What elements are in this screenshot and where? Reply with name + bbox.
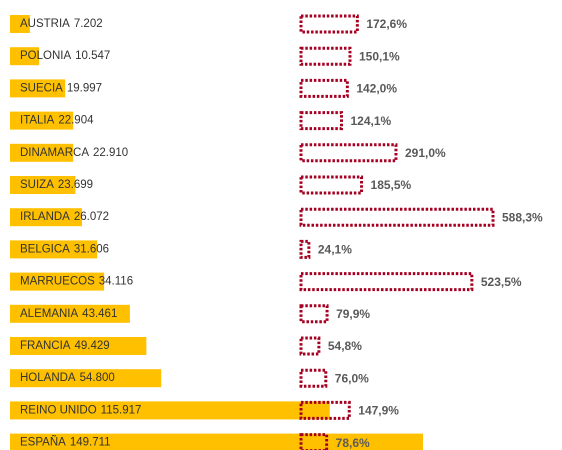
- category-label: ESPAÑA: [20, 436, 66, 449]
- percent-bar: [299, 304, 329, 324]
- category-label: AUSTRIA: [20, 18, 70, 30]
- percent-bar: [299, 143, 398, 163]
- category-label: DINAMARCA: [20, 147, 89, 159]
- bar-label: POLONIA 10.547: [20, 50, 110, 62]
- category-label: MARRUECOS: [20, 276, 95, 288]
- percent-label: 150,1%: [359, 49, 400, 63]
- percent-label: 172,6%: [366, 17, 407, 31]
- bar-label: SUECIA 19.997: [20, 82, 102, 94]
- percent-bar: [299, 239, 311, 259]
- bar: [10, 143, 74, 162]
- percent-bar: [299, 111, 344, 131]
- value-label: 22.904: [58, 115, 94, 127]
- percent-label: 54,8%: [328, 339, 362, 353]
- percent-bar: [299, 14, 359, 34]
- value-label: 7.202: [74, 18, 103, 30]
- bar: [10, 304, 130, 323]
- percent-bar: [299, 433, 329, 450]
- percent-label: 78,6%: [336, 436, 370, 450]
- bar: [10, 79, 66, 98]
- percent-bar: [299, 336, 321, 356]
- bar-label: SUIZA 23.699: [20, 179, 93, 191]
- value-label: 54.800: [80, 372, 115, 384]
- category-label: POLONIA: [20, 50, 71, 62]
- bar: [10, 176, 76, 194]
- bar-label: ESPAÑA 149.711: [20, 436, 111, 449]
- bar: [10, 47, 40, 66]
- percent-label: 142,0%: [356, 82, 397, 96]
- bar: [10, 15, 30, 33]
- bar-label: AUSTRIA 7.202: [20, 18, 103, 30]
- category-label: ITALIA: [20, 115, 55, 127]
- percent-bar: [299, 400, 351, 420]
- value-label: 22.910: [93, 147, 128, 159]
- bar: [10, 433, 423, 450]
- bar: [10, 272, 105, 291]
- category-label: REINO UNIDO: [20, 404, 97, 416]
- percent-label: 523,5%: [481, 275, 522, 289]
- bar-label: HOLANDA 54.800: [20, 372, 115, 384]
- value-label: 10.547: [75, 50, 110, 62]
- bar-label: BELGICA 31.606: [20, 243, 109, 255]
- percent-bar: [299, 272, 474, 292]
- percent-label: 185,5%: [371, 178, 412, 192]
- percent-bar: [299, 368, 328, 388]
- percent-label: 76,0%: [335, 371, 369, 385]
- percent-label: 147,9%: [358, 404, 399, 418]
- value-label: 149.711: [70, 437, 111, 449]
- bar: [10, 208, 82, 227]
- percent-bar: [299, 175, 364, 195]
- percent-label: 291,0%: [405, 146, 446, 160]
- value-label: 43.461: [82, 308, 117, 320]
- bar: [10, 240, 98, 259]
- bar: [10, 401, 330, 420]
- value-label: 115.917: [101, 404, 142, 416]
- percent-bar: [299, 207, 495, 227]
- percent-bar: [299, 46, 352, 66]
- category-label: ALEMANIA: [20, 308, 78, 320]
- value-label: 31.606: [74, 243, 109, 255]
- value-label: 34.116: [99, 276, 133, 288]
- bar-label: DINAMARCA 22.910: [20, 147, 128, 159]
- bar-label: REINO UNIDO 115.917: [20, 404, 141, 416]
- percent-label: 588,3%: [502, 210, 543, 224]
- bar-label: ALEMANIA 43.461: [20, 308, 117, 320]
- bar-label: IRLANDA 26.072: [20, 211, 109, 223]
- bar: [10, 337, 147, 355]
- value-label: 23.699: [58, 179, 93, 191]
- bar: [10, 111, 74, 130]
- value-label: 49.429: [74, 340, 109, 352]
- category-label: SUIZA: [20, 179, 54, 191]
- percent-label: 124,1%: [351, 114, 392, 128]
- value-label: 26.072: [74, 211, 109, 223]
- percent-label: 24,1%: [318, 243, 352, 257]
- category-label: IRLANDA: [20, 211, 70, 223]
- bar-label: FRANCIA 49.429: [20, 340, 110, 352]
- value-label: 19.997: [67, 82, 102, 94]
- category-label: FRANCIA: [20, 340, 71, 352]
- bar-label: ITALIA 22.904: [20, 115, 94, 127]
- bar: [10, 369, 162, 388]
- percent-label: 79,9%: [336, 307, 370, 321]
- category-label: HOLANDA: [20, 372, 76, 384]
- bar-label: MARRUECOS 34.116: [20, 276, 133, 288]
- category-label: SUECIA: [20, 82, 63, 94]
- category-label: BELGICA: [20, 243, 70, 255]
- percent-bar: [299, 78, 349, 98]
